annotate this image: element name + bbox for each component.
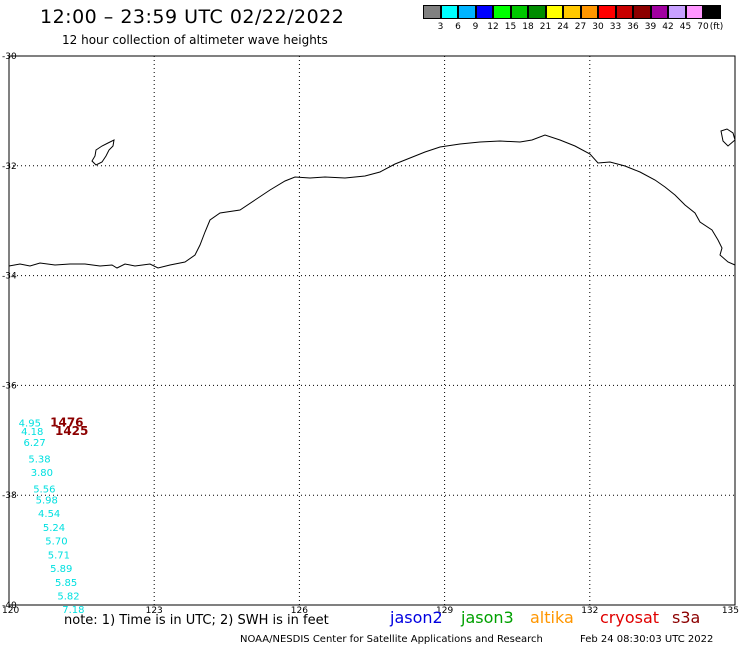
wave-height-label: 1425 [55, 424, 88, 438]
scale-label: 21 [539, 22, 552, 32]
scale-label: 36 [627, 22, 639, 32]
lon-tick-label: 123 [146, 606, 163, 616]
satellite-legend-cryosat: cryosat [600, 608, 660, 627]
satellite-legend-jason3: jason3 [461, 608, 514, 627]
lat-tick-label: -30 [2, 52, 17, 62]
lon-tick-label: 120 [2, 606, 19, 616]
scale-label: (ft) [709, 22, 724, 32]
lat-tick-label: -36 [2, 381, 17, 391]
lon-tick-label: 132 [581, 606, 598, 616]
lat-tick-label: -38 [2, 491, 17, 501]
scale-swatch [615, 5, 633, 19]
scale-swatch [703, 5, 721, 19]
scale-swatch [650, 5, 668, 19]
wave-height-label: 5.98 [36, 495, 58, 506]
wave-height-label: 7.18 [62, 605, 84, 616]
scale-swatch [580, 5, 598, 19]
wave-height-label: 5.24 [43, 523, 65, 534]
wave-height-label: 5.56 [33, 484, 55, 495]
island-outline [91, 139, 115, 166]
lon-tick-label: 126 [291, 606, 308, 616]
coastline [8, 134, 736, 269]
wave-height-label: 5.89 [50, 564, 72, 575]
wave-height-label: 1476 [50, 416, 83, 430]
page-title: 12:00 – 23:59 UTC 02/22/2022 [40, 6, 345, 28]
scale-swatch [510, 5, 528, 19]
scale-swatch [440, 5, 458, 19]
note-text: note: 1) Time is in UTC; 2) SWH is in fe… [64, 613, 329, 628]
scale-label: 39 [644, 22, 657, 32]
scale-label: 9 [472, 22, 479, 32]
scale-label: 15 [504, 22, 517, 32]
scale-label: 6 [455, 22, 461, 32]
scale-swatch [633, 5, 651, 19]
color-scale-labels: 3 6 9 12 15 18 21 24 27 30 33 36 39 42 45 70 (ft) [423, 22, 740, 34]
scale-label: 27 [574, 22, 587, 32]
scale-label: 33 [609, 22, 622, 32]
lon-tick-label: 135 [722, 606, 739, 616]
scale-label: 24 [557, 22, 569, 32]
east-coast-fragment [720, 128, 736, 147]
scale-label: 12 [487, 22, 499, 32]
wave-height-label: 5.70 [45, 537, 67, 548]
scale-swatch [668, 5, 686, 19]
wave-height-label: 3.80 [31, 468, 53, 479]
wave-height-label: 5.38 [28, 454, 50, 465]
scale-swatch [475, 5, 493, 19]
satellite-legend-altika: altika [530, 608, 574, 627]
footer-timestamp: Feb 24 08:30:03 UTC 2022 [580, 634, 714, 645]
scale-label: 3 [437, 22, 444, 32]
wave-height-label: 5.71 [48, 550, 70, 561]
scale-swatch [685, 5, 703, 19]
scale-label: 70 [697, 22, 709, 32]
wave-height-label: 5.82 [57, 592, 79, 603]
satellite-legend-jason2: jason2 [390, 608, 443, 627]
scale-label: 18 [522, 22, 534, 32]
map-tick-labels: 120 123 126 129 132 135 -30 -32 -34 -36 -38 -40 [2, 52, 739, 616]
scale-label: 30 [592, 22, 604, 32]
lon-tick-label: 129 [436, 606, 453, 616]
scale-swatch [545, 5, 563, 19]
footer-credit: NOAA/NESDIS Center for Satellite Applica… [240, 634, 543, 645]
map-frame [8, 55, 736, 606]
lat-tick-label: -34 [2, 272, 17, 282]
satellite-legend-s3a: s3a [672, 608, 701, 627]
scale-label: 45 [679, 22, 692, 32]
wave-height-label: 5.85 [55, 578, 77, 589]
page-subtitle: 12 hour collection of altimeter wave hei… [62, 33, 328, 47]
scale-swatch [563, 5, 581, 19]
color-scale [423, 5, 721, 19]
wave-height-label: 4.95 [19, 419, 41, 430]
scale-label: 42 [662, 22, 674, 32]
scale-swatch [458, 5, 476, 19]
wave-height-label: 6.27 [24, 438, 46, 449]
scale-swatch [493, 5, 511, 19]
lat-tick-label: -32 [2, 162, 17, 172]
scale-swatch [598, 5, 616, 19]
scale-swatch [423, 5, 441, 19]
map-grid [9, 56, 735, 605]
lat-tick-label: -40 [2, 601, 17, 611]
wave-height-label: 4.54 [38, 509, 60, 520]
scale-swatch [528, 5, 546, 19]
wave-height-label: 4.18 [21, 427, 43, 438]
